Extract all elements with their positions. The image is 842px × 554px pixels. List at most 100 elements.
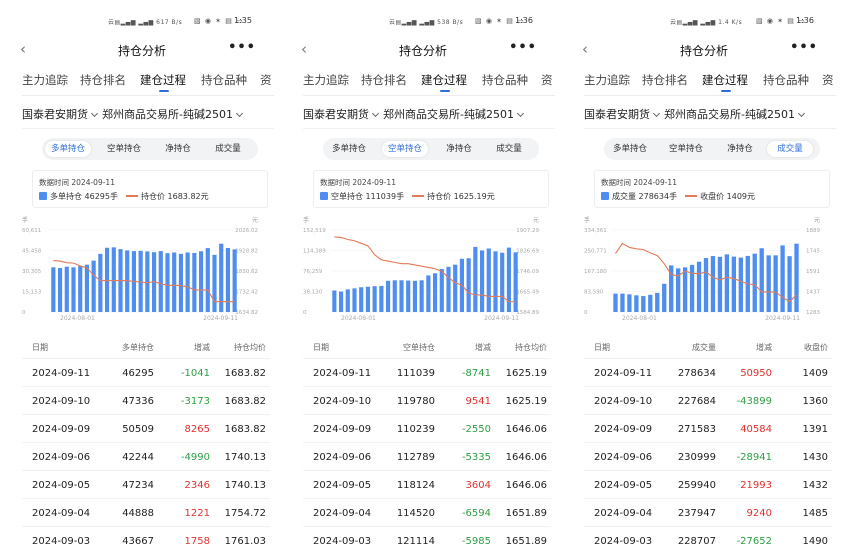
nav-header: ‹ 持仓分析 ••• xyxy=(291,40,555,60)
table-row[interactable]: 2024-09-09 110239 -2550 1646.06 xyxy=(303,414,551,442)
back-chevron-icon[interactable]: ‹ xyxy=(582,40,588,58)
tab-5[interactable]: 资 xyxy=(541,73,553,87)
segment-1[interactable]: 多单持仓 xyxy=(331,144,366,154)
tab-2[interactable]: 持仓排名 xyxy=(80,73,126,87)
segment-2[interactable]: 空单持仓 xyxy=(382,141,428,157)
segment-3[interactable]: 净持仓 xyxy=(165,144,191,154)
row-value: 121114 xyxy=(396,536,435,547)
y-tick-label: 45,458 xyxy=(22,249,42,255)
table-row[interactable]: 2024-09-04 114520 -6594 1651.89 xyxy=(303,498,551,526)
table-row[interactable]: 2024-09-04 44888 1221 1754.72 xyxy=(22,498,270,526)
tab-bar: 主力追踪 持仓排名 建仓过程 持仓品种资 xyxy=(22,72,274,96)
segment-1[interactable]: 多单持仓 xyxy=(612,144,647,154)
broker-selector[interactable]: 国泰君安期货 xyxy=(22,106,99,122)
segment-3[interactable]: 净持仓 xyxy=(727,144,753,154)
bar xyxy=(703,258,709,312)
bar xyxy=(446,266,451,312)
table-row[interactable]: 2024-09-11 46295 -1041 1683.82 xyxy=(22,358,270,386)
bar xyxy=(738,257,743,312)
segment-4[interactable]: 成交量 xyxy=(215,144,241,154)
table-row[interactable]: 2024-09-06 112789 -5335 1646.06 xyxy=(303,442,551,470)
more-options-icon[interactable]: ••• xyxy=(790,40,818,55)
contract-selector[interactable]: 郑州商品交易所-纯碱2501 xyxy=(664,106,806,122)
table-row[interactable]: 2024-09-03 228707 -27652 1490 xyxy=(584,526,832,554)
row-value: 43667 xyxy=(122,536,154,547)
tab-5[interactable]: 资 xyxy=(260,73,272,87)
bar xyxy=(419,280,424,312)
y2-axis-unit: 元 xyxy=(533,217,539,224)
line-legend-label: 持仓价 1683.82元 xyxy=(141,192,209,201)
table-row[interactable]: 2024-09-10 47336 -3173 1683.82 xyxy=(22,386,270,414)
segment-2[interactable]: 空单持仓 xyxy=(668,144,703,154)
table-row[interactable]: 2024-09-05 259940 21993 1432 xyxy=(584,470,832,498)
segment-3[interactable]: 净持仓 xyxy=(446,144,472,154)
broker-selector[interactable]: 国泰君安期货 xyxy=(584,106,661,122)
table-row[interactable]: 2024-09-03 121114 -5985 1651.89 xyxy=(303,526,551,554)
row-date: 2024-09-09 xyxy=(594,424,653,435)
table-row[interactable]: 2024-09-11 111039 -8741 1625.19 xyxy=(303,358,551,386)
row-value: 44888 xyxy=(122,508,154,519)
tab-2[interactable]: 持仓排名 xyxy=(361,73,407,87)
tab-4[interactable]: 持仓品种 xyxy=(482,73,528,87)
back-chevron-icon[interactable]: ‹ xyxy=(301,40,307,58)
chart-info-box: 数据时间 2024-09-11 空单持仓 111039手 持仓价 1625.19元 xyxy=(313,170,549,208)
table-row[interactable]: 2024-09-05 118124 3604 1646.06 xyxy=(303,470,551,498)
table-row[interactable]: 2024-09-10 227684 -43899 1360 xyxy=(584,386,832,414)
tab-3[interactable]: 建仓过程 xyxy=(140,73,186,87)
bar xyxy=(696,261,702,312)
table-row[interactable]: 2024-09-05 47234 2346 1740.13 xyxy=(22,470,270,498)
row-value: 110239 xyxy=(396,424,435,435)
col-price-header: 持仓均价 xyxy=(515,343,547,352)
row-value: 50509 xyxy=(122,424,154,435)
bar xyxy=(198,251,204,312)
tab-5[interactable]: 资 xyxy=(822,73,834,87)
bar xyxy=(212,254,217,312)
table-row[interactable]: 2024-09-06 230999 -28941 1430 xyxy=(584,442,832,470)
broker-selector[interactable]: 国泰君安期货 xyxy=(303,106,380,122)
row-price: 1360 xyxy=(802,396,828,407)
bar xyxy=(500,252,505,312)
bar xyxy=(613,293,618,312)
row-date: 2024-09-04 xyxy=(32,508,91,519)
table-row[interactable]: 2024-09-09 271583 40584 1391 xyxy=(584,414,832,442)
row-value: 278634 xyxy=(677,368,716,379)
divider xyxy=(22,95,274,96)
bar xyxy=(158,251,163,312)
tab-1[interactable]: 主力追踪 xyxy=(584,73,630,87)
contract-selector[interactable]: 郑州商品交易所-纯碱2501 xyxy=(102,106,244,122)
bar xyxy=(71,267,76,312)
segment-4[interactable]: 成交量 xyxy=(767,141,813,157)
tab-2[interactable]: 持仓排名 xyxy=(642,73,688,87)
more-options-icon[interactable]: ••• xyxy=(509,40,537,55)
more-options-icon[interactable]: ••• xyxy=(228,40,256,55)
contract-selector[interactable]: 郑州商品交易所-纯碱2501 xyxy=(383,106,525,122)
tab-1[interactable]: 主力追踪 xyxy=(22,73,68,87)
segment-4[interactable]: 成交量 xyxy=(496,144,522,154)
bar xyxy=(399,280,404,312)
table-row[interactable]: 2024-09-09 50509 8265 1683.82 xyxy=(22,414,270,442)
data-date: 数据时间 2024-09-11 xyxy=(320,178,396,187)
tab-3[interactable]: 建仓过程 xyxy=(421,73,467,87)
tab-4[interactable]: 持仓品种 xyxy=(201,73,247,87)
segment-control: 多单持仓 空单持仓 净持仓 成交量 xyxy=(42,138,258,160)
network-signal: 云▤▂▄▆ ▂▄▆ 1.4 K/s xyxy=(670,19,743,26)
segment-1[interactable]: 多单持仓 xyxy=(45,141,91,157)
segment-2[interactable]: 空单持仓 xyxy=(106,144,141,154)
table-row[interactable]: 2024-09-10 119780 9541 1625.19 xyxy=(303,386,551,414)
table-row[interactable]: 2024-09-06 42244 -4990 1740.13 xyxy=(22,442,270,470)
table-row[interactable]: 2024-09-11 278634 50950 1409 xyxy=(584,358,832,386)
tab-bar: 主力追踪 持仓排名 建仓过程 持仓品种资 xyxy=(303,72,555,96)
tab-1[interactable]: 主力追踪 xyxy=(303,73,349,87)
table-row[interactable]: 2024-09-04 237947 9240 1485 xyxy=(584,498,832,526)
row-delta: 9240 xyxy=(746,508,772,519)
y2-tick-label: 1437 xyxy=(806,290,820,296)
segment-control: 多单持仓 空单持仓 净持仓 成交量 xyxy=(323,138,539,160)
bar xyxy=(759,248,764,312)
nav-header: ‹ 持仓分析 ••• xyxy=(572,40,836,60)
tab-3[interactable]: 建仓过程 xyxy=(702,73,748,87)
bar-legend-swatch xyxy=(320,192,328,200)
back-chevron-icon[interactable]: ‹ xyxy=(20,40,26,58)
table-row[interactable]: 2024-09-03 43667 1758 1761.03 xyxy=(22,526,270,554)
row-date: 2024-09-11 xyxy=(313,368,372,379)
tab-4[interactable]: 持仓品种 xyxy=(763,73,809,87)
